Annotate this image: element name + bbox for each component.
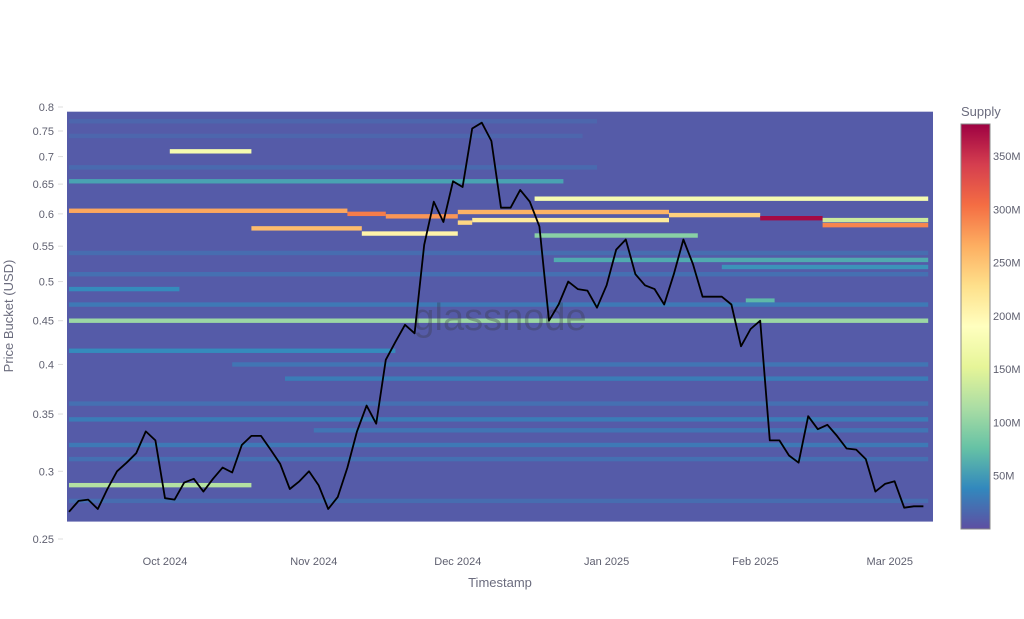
x-tick-label: Mar 2025 (867, 556, 913, 568)
colorbar-tick-label: 100M (993, 417, 1021, 429)
y-tick-label: 0.5 (39, 277, 54, 289)
heatmap-cell (232, 362, 929, 367)
heatmap-cell (169, 149, 252, 154)
y-tick-label: 0.6 (39, 209, 54, 221)
glassnode-watermark: glassnode (413, 297, 586, 339)
heatmap-cell (457, 209, 669, 215)
heatmap-cell (472, 217, 669, 223)
heatmap-cell (361, 231, 458, 236)
heatmap-cell (457, 220, 473, 225)
y-tick-label: 0.55 (33, 241, 54, 253)
heatmap-cell (69, 482, 252, 488)
x-tick-label: Dec 2024 (434, 556, 481, 568)
heatmap-cell (69, 179, 564, 184)
heatmap-cell (385, 214, 458, 219)
y-tick-label: 0.3 (39, 466, 54, 478)
x-tick-label: Oct 2024 (143, 556, 188, 568)
heatmap-cell (822, 222, 929, 228)
heatmap-cell (313, 428, 929, 433)
heatmap-cell (69, 348, 396, 353)
price-line (68, 121, 924, 513)
heatmap-cell (69, 250, 929, 256)
heatmap-cell (69, 208, 348, 213)
y-tick-label: 0.45 (33, 316, 54, 328)
heatmap-cell (534, 196, 929, 201)
heatmap-cell (553, 257, 929, 263)
x-tick-label: Feb 2025 (732, 556, 778, 568)
colorbar-tick-label: 50M (993, 471, 1014, 483)
y-tick-label: 0.8 (39, 102, 54, 114)
heatmap-cell (721, 264, 929, 270)
y-tick-label: 0.7 (39, 152, 54, 164)
heatmap-cell (69, 133, 583, 139)
heatmap-cell (745, 298, 775, 303)
colorbar-title: Supply (961, 104, 1001, 119)
heatmap-cell (69, 286, 180, 292)
heatmap-cell (822, 217, 929, 223)
heatmap-cell (69, 401, 929, 406)
heatmap-cell (69, 456, 929, 462)
heatmap-cell (69, 165, 597, 170)
y-tick-label: 0.65 (33, 179, 54, 191)
y-tick-label: 0.4 (39, 359, 54, 371)
heatmap-cell (69, 318, 929, 323)
heatmap-cell (285, 376, 929, 381)
x-axis-title: Timestamp (468, 575, 532, 590)
colorbar-tick-label: 150M (993, 364, 1021, 376)
y-tick-label: 0.75 (33, 126, 54, 138)
colorbar-gradient (960, 123, 991, 530)
heatmap-cell (69, 119, 597, 124)
heatmap-cell (760, 216, 823, 221)
y-tick-label: 0.25 (33, 534, 54, 546)
heatmap-cell (69, 417, 929, 422)
heatmap-cell (69, 498, 929, 504)
heatmap-cell (69, 272, 929, 277)
colorbar: Supply 50M 100M 150M 200M 250M 300M 350M (960, 104, 1021, 530)
heatmap-cell (69, 302, 929, 307)
colorbar-tick-label: 350M (993, 151, 1021, 163)
heatmap-cell (251, 226, 362, 231)
colorbar-tick-label: 200M (993, 311, 1021, 323)
colorbar-tick-label: 250M (993, 258, 1021, 270)
y-tick-label: 0.35 (33, 409, 54, 421)
y-axis-ticks: 0.25 0.3 0.35 0.4 0.45 0.5 0.55 0.6 0.65 0.7 0.75 0… (33, 102, 63, 546)
price-line-path (68, 121, 924, 513)
x-tick-label: Jan 2025 (584, 556, 629, 568)
y-axis-title: Price Bucket (USD) (1, 260, 16, 373)
heatmap-cells (67, 111, 933, 522)
x-tick-label: Nov 2024 (290, 556, 337, 568)
x-axis-ticks: Oct 2024 Nov 2024 Dec 2024 Jan 2025 Feb 2025… (143, 556, 913, 568)
heatmap-cell (347, 211, 386, 217)
heatmap-cell (534, 233, 698, 238)
colorbar-tick-label: 300M (993, 204, 1021, 216)
heatmap-cell (69, 442, 929, 448)
heatmap-cell (669, 212, 761, 218)
